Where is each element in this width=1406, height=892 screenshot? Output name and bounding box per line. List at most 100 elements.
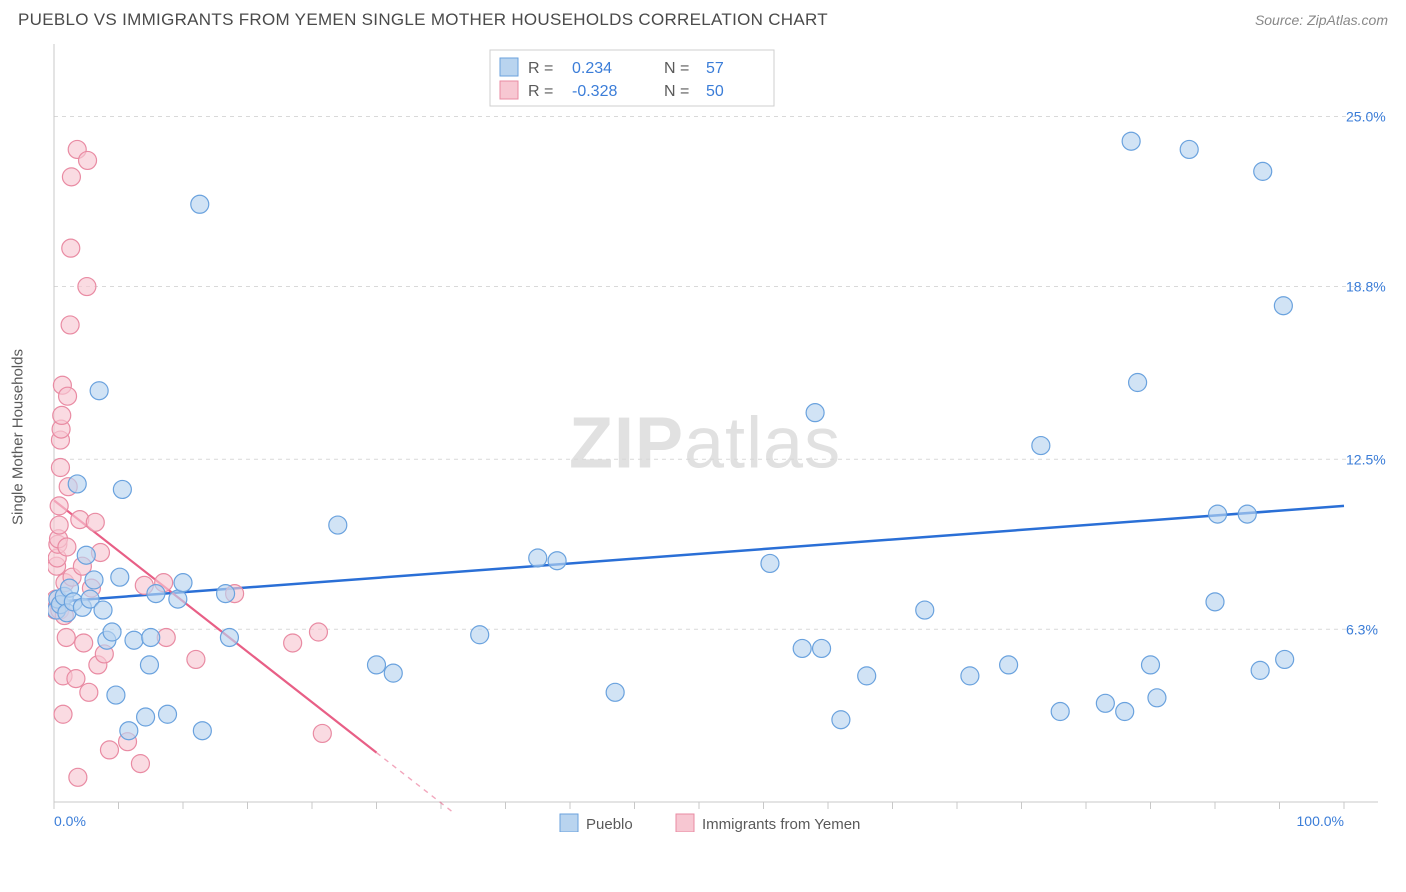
data-point-pueblo: [606, 683, 624, 701]
watermark: ZIPatlas: [569, 403, 841, 483]
stats-n-label: N =: [664, 60, 689, 77]
y-tick-label: 12.5%: [1346, 451, 1386, 467]
data-point-pueblo: [191, 195, 209, 213]
scatter-chart: ZIPatlas6.3%12.5%18.8%25.0%0.0%100.0%R =…: [48, 42, 1388, 832]
data-point-pueblo: [1274, 297, 1292, 315]
data-point-pueblo: [1148, 689, 1166, 707]
data-point-pueblo: [113, 480, 131, 498]
data-point-yemen: [313, 724, 331, 742]
data-point-yemen: [75, 634, 93, 652]
data-point-pueblo: [68, 475, 86, 493]
data-point-pueblo: [142, 628, 160, 646]
stats-swatch-pueblo: [500, 58, 518, 76]
data-point-pueblo: [806, 404, 824, 422]
data-point-pueblo: [1032, 437, 1050, 455]
data-point-pueblo: [832, 711, 850, 729]
data-point-pueblo: [107, 686, 125, 704]
data-point-yemen: [51, 458, 69, 476]
data-point-yemen: [86, 513, 104, 531]
data-point-pueblo: [77, 546, 95, 564]
stats-n-value-yemen: 50: [706, 83, 724, 100]
data-point-pueblo: [1251, 661, 1269, 679]
data-point-pueblo: [220, 628, 238, 646]
y-tick-label: 18.8%: [1346, 279, 1386, 295]
data-point-pueblo: [193, 722, 211, 740]
data-point-yemen: [59, 387, 77, 405]
data-point-pueblo: [1051, 703, 1069, 721]
data-point-pueblo: [103, 623, 121, 641]
legend-swatch-yemen: [676, 814, 694, 832]
chart-container: Single Mother Households ZIPatlas6.3%12.…: [48, 42, 1388, 832]
data-point-yemen: [187, 650, 205, 668]
data-point-pueblo: [529, 549, 547, 567]
data-point-pueblo: [548, 552, 566, 570]
data-point-yemen: [62, 239, 80, 257]
data-point-pueblo: [217, 585, 235, 603]
data-point-pueblo: [1122, 132, 1140, 150]
legend-label-yemen: Immigrants from Yemen: [702, 816, 860, 832]
legend-label-pueblo: Pueblo: [586, 816, 633, 832]
data-point-pueblo: [471, 626, 489, 644]
data-point-pueblo: [169, 590, 187, 608]
data-point-pueblo: [1209, 505, 1227, 523]
data-point-pueblo: [94, 601, 112, 619]
data-point-pueblo: [1238, 505, 1256, 523]
stats-r-label: R =: [528, 83, 553, 100]
data-point-pueblo: [1180, 140, 1198, 158]
trendline-yemen-extrapolated: [377, 753, 454, 813]
data-point-pueblo: [174, 574, 192, 592]
data-point-yemen: [54, 705, 72, 723]
data-point-yemen: [62, 168, 80, 186]
stats-r-value-yemen: -0.328: [572, 83, 617, 100]
data-point-yemen: [131, 755, 149, 773]
data-point-pueblo: [1206, 593, 1224, 611]
source-attribution: Source: ZipAtlas.com: [1255, 12, 1388, 28]
data-point-yemen: [100, 741, 118, 759]
data-point-pueblo: [961, 667, 979, 685]
data-point-yemen: [50, 516, 68, 534]
trendline-pueblo: [54, 506, 1344, 602]
data-point-pueblo: [1276, 650, 1294, 668]
data-point-yemen: [79, 151, 97, 169]
data-point-yemen: [67, 670, 85, 688]
data-point-pueblo: [120, 722, 138, 740]
data-point-pueblo: [1116, 703, 1134, 721]
data-point-yemen: [80, 683, 98, 701]
data-point-pueblo: [1142, 656, 1160, 674]
data-point-pueblo: [140, 656, 158, 674]
data-point-yemen: [69, 768, 87, 786]
stats-n-label: N =: [664, 83, 689, 100]
data-point-pueblo: [111, 568, 129, 586]
data-point-pueblo: [761, 554, 779, 572]
chart-title: PUEBLO VS IMMIGRANTS FROM YEMEN SINGLE M…: [18, 10, 828, 30]
data-point-pueblo: [85, 571, 103, 589]
trendline-yemen: [54, 500, 377, 752]
data-point-pueblo: [793, 639, 811, 657]
data-point-yemen: [61, 316, 79, 334]
legend-swatch-pueblo: [560, 814, 578, 832]
data-point-pueblo: [368, 656, 386, 674]
data-point-pueblo: [1000, 656, 1018, 674]
stats-r-value-pueblo: 0.234: [572, 60, 612, 77]
data-point-pueblo: [384, 664, 402, 682]
y-axis-label: Single Mother Households: [10, 349, 27, 525]
data-point-yemen: [50, 497, 68, 515]
chart-header: PUEBLO VS IMMIGRANTS FROM YEMEN SINGLE M…: [0, 0, 1406, 38]
data-point-pueblo: [813, 639, 831, 657]
data-point-pueblo: [1129, 374, 1147, 392]
data-point-pueblo: [147, 585, 165, 603]
data-point-pueblo: [137, 708, 155, 726]
data-point-yemen: [58, 538, 76, 556]
data-point-pueblo: [858, 667, 876, 685]
data-point-pueblo: [125, 631, 143, 649]
stats-swatch-yemen: [500, 81, 518, 99]
y-tick-label: 25.0%: [1346, 109, 1386, 125]
data-point-yemen: [309, 623, 327, 641]
data-point-yemen: [57, 628, 75, 646]
x-tick-label: 100.0%: [1297, 813, 1344, 829]
data-point-yemen: [284, 634, 302, 652]
data-point-pueblo: [1096, 694, 1114, 712]
stats-n-value-pueblo: 57: [706, 60, 724, 77]
data-point-yemen: [53, 406, 71, 424]
x-tick-label: 0.0%: [54, 813, 86, 829]
